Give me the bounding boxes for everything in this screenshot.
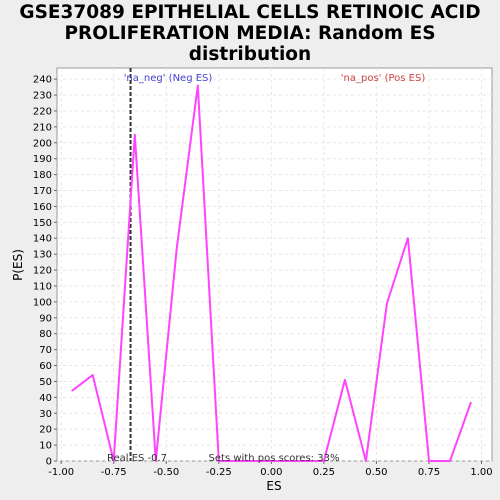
y-tick-label: 0 bbox=[46, 457, 52, 468]
y-tick-label: 180 bbox=[33, 170, 52, 181]
x-tick-label: -0.75 bbox=[101, 467, 127, 478]
neg-es-label: 'na_neg' (Neg ES) bbox=[124, 73, 213, 84]
chart-title: GSE37089 EPITHELIAL CELLS RETINOIC ACID … bbox=[0, 2, 500, 65]
y-axis-label: P(ES) bbox=[11, 249, 25, 281]
y-tick-label: 240 bbox=[33, 75, 52, 86]
pos-scores-label: Sets with pos scores: 33% bbox=[209, 453, 340, 464]
pos-es-label: 'na_pos' (Pos ES) bbox=[341, 73, 426, 84]
y-tick-label: 130 bbox=[33, 250, 52, 261]
y-tick-label: 220 bbox=[33, 106, 52, 117]
y-tick-label: 120 bbox=[33, 266, 52, 277]
y-tick-label: 90 bbox=[39, 313, 52, 324]
y-tick-label: 210 bbox=[33, 122, 52, 133]
x-tick-label: 0.00 bbox=[260, 467, 282, 478]
x-axis-label: ES bbox=[266, 479, 281, 493]
y-tick-label: 110 bbox=[33, 281, 52, 292]
x-tick-label: 0.75 bbox=[418, 467, 440, 478]
chart-title-line-3: distribution bbox=[188, 44, 312, 65]
y-tick-label: 40 bbox=[39, 393, 52, 404]
y-tick-label: 10 bbox=[39, 441, 52, 452]
y-tick-label: 60 bbox=[39, 361, 52, 372]
y-tick-label: 200 bbox=[33, 138, 52, 149]
axes: 0 10 20 30 40 50 60 70 80 90 100 110 120 130 140 150 160… bbox=[33, 75, 493, 478]
x-tick-label: 0.50 bbox=[365, 467, 387, 478]
y-tick-label: 230 bbox=[33, 91, 52, 102]
x-tick-label: 0.25 bbox=[313, 467, 335, 478]
y-tick-label: 140 bbox=[33, 234, 52, 245]
x-tick-label: 1.00 bbox=[470, 467, 492, 478]
x-tick-label: -1.00 bbox=[48, 467, 74, 478]
es-distribution-line bbox=[71, 84, 472, 462]
y-tick-label: 70 bbox=[39, 345, 52, 356]
y-tick-label: 170 bbox=[33, 186, 52, 197]
y-tick-label: 50 bbox=[39, 377, 52, 388]
y-tick-label: 160 bbox=[33, 202, 52, 213]
x-tick-label: -0.50 bbox=[153, 467, 179, 478]
real-es-label: Real ES -0.7 bbox=[107, 453, 167, 464]
x-tick-label: -0.25 bbox=[206, 467, 232, 478]
chart-title-line-1: GSE37089 EPITHELIAL CELLS RETINOIC ACID bbox=[19, 2, 481, 23]
chart-title-line-2: PROLIFERATION MEDIA: Random ES bbox=[64, 23, 436, 44]
y-tick-label: 100 bbox=[33, 297, 52, 308]
y-tick-label: 80 bbox=[39, 329, 52, 340]
plot-area bbox=[56, 67, 493, 462]
y-tick-label: 150 bbox=[33, 218, 52, 229]
y-tick-label: 20 bbox=[39, 425, 52, 436]
y-tick-label: 30 bbox=[39, 409, 52, 420]
series-layer bbox=[71, 68, 472, 462]
y-tick-label: 190 bbox=[33, 154, 52, 165]
